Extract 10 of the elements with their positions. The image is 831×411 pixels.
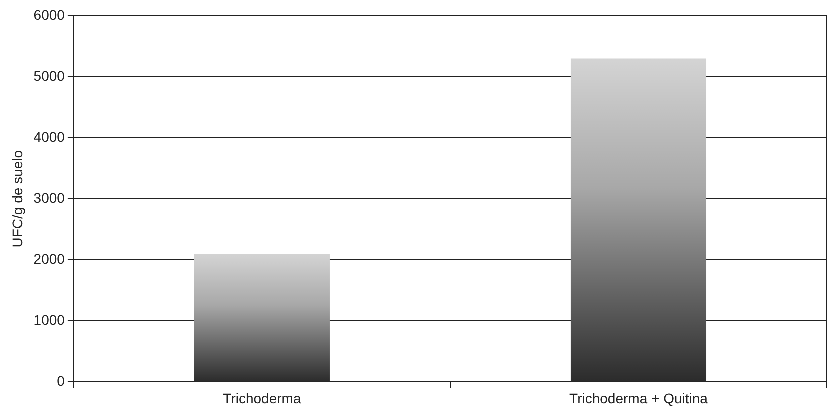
y-tick-label: 4000 <box>34 128 66 145</box>
y-tick-label: 2000 <box>34 250 66 267</box>
y-tick-label: 0 <box>57 373 66 390</box>
x-tick-label: Trichoderma <box>223 390 302 406</box>
y-tick-label: 6000 <box>34 6 66 23</box>
y-tick-label: 3000 <box>34 190 66 206</box>
y-tick-label: 5000 <box>34 68 66 84</box>
y-tick-label: 1000 <box>34 312 66 328</box>
y-axis-title: UFC/g de suelo <box>9 150 26 248</box>
x-tick-label: Trichoderma + Quitina <box>570 390 708 406</box>
